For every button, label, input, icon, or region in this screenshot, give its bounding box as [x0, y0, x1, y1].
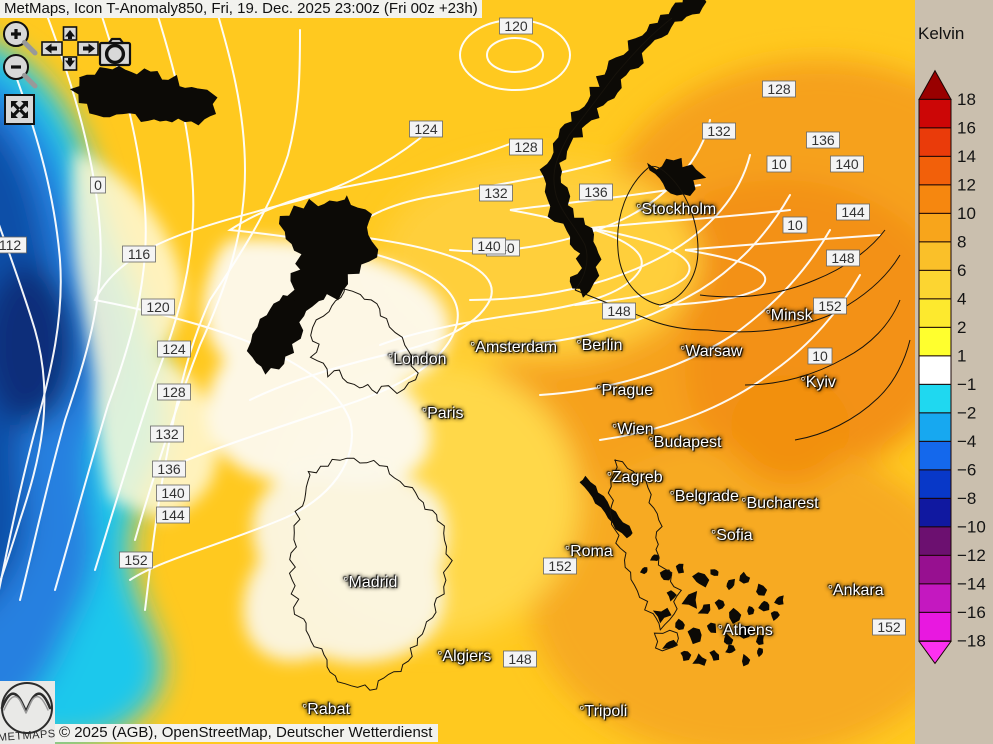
svg-text:4: 4 — [957, 290, 966, 309]
svg-text:14: 14 — [957, 147, 976, 166]
svg-text:10: 10 — [957, 204, 976, 223]
svg-text:6: 6 — [957, 261, 966, 280]
svg-text:−8: −8 — [957, 489, 976, 508]
svg-text:−1: −1 — [957, 375, 976, 394]
svg-text:8: 8 — [957, 233, 966, 252]
svg-text:16: 16 — [957, 119, 976, 138]
svg-text:−14: −14 — [957, 575, 986, 594]
svg-text:18: 18 — [957, 90, 976, 109]
svg-text:−4: −4 — [957, 432, 976, 451]
svg-text:−6: −6 — [957, 461, 976, 480]
svg-text:−2: −2 — [957, 404, 976, 423]
svg-text:−10: −10 — [957, 518, 986, 537]
svg-text:1: 1 — [957, 347, 966, 366]
svg-text:−16: −16 — [957, 603, 986, 622]
svg-text:12: 12 — [957, 176, 976, 195]
svg-text:−18: −18 — [957, 632, 986, 651]
svg-text:2: 2 — [957, 318, 966, 337]
svg-text:−12: −12 — [957, 546, 986, 565]
